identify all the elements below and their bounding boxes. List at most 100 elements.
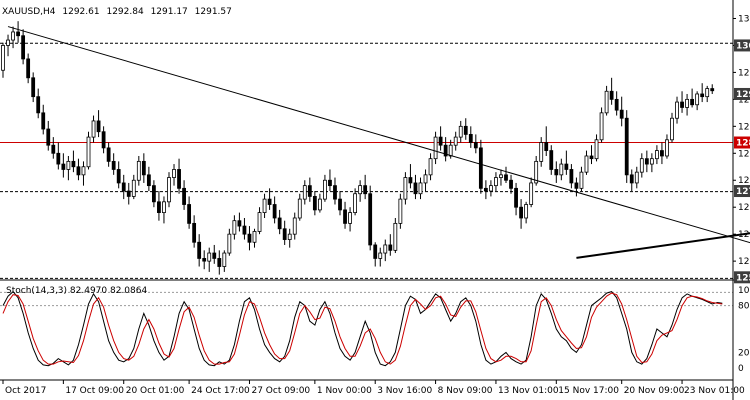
candle-body	[564, 163, 569, 170]
price-tag-label: 1291	[736, 90, 750, 100]
candle	[700, 83, 705, 103]
candle	[413, 174, 418, 200]
candle-body	[227, 233, 232, 254]
candle-body	[489, 185, 493, 192]
candle	[21, 29, 26, 65]
x-tick-label: 23 Nov 01:00	[684, 386, 745, 396]
candle-body	[453, 136, 458, 146]
candle	[579, 166, 584, 192]
candle	[408, 164, 413, 189]
candle-body	[473, 142, 478, 149]
candle-body	[51, 144, 56, 154]
candle-body	[373, 244, 378, 259]
candle	[353, 188, 358, 216]
candle	[272, 196, 277, 224]
candle-body	[46, 128, 51, 146]
candle-body	[433, 136, 438, 160]
candle-body	[197, 241, 202, 259]
candle	[655, 145, 659, 165]
candle	[559, 158, 564, 181]
candle-body	[328, 179, 332, 187]
price-tag: 1291	[734, 87, 750, 100]
oscillator-series-0	[2, 290, 723, 367]
candle-body	[56, 152, 61, 165]
candle-body	[41, 112, 46, 130]
candle	[237, 212, 242, 232]
candle-body	[262, 198, 267, 213]
x-tick-label: 15 Nov 17:00	[558, 386, 619, 396]
candle-body	[634, 171, 639, 184]
candle-body	[287, 233, 292, 240]
candle-body	[660, 150, 664, 157]
price-tag: 1282	[734, 136, 750, 149]
candle-body	[408, 177, 413, 184]
candle	[121, 174, 126, 200]
x-tick-label: 20 Nov 09:00	[624, 386, 685, 396]
candle	[297, 193, 302, 221]
candle-body	[579, 171, 584, 189]
x-tick-label: 27 Oct 09:00	[251, 386, 310, 396]
candle-body	[423, 174, 428, 184]
candle-body	[338, 198, 342, 211]
candle-body	[494, 177, 498, 187]
candle-body	[690, 98, 695, 106]
close-value: 1291.57	[195, 7, 232, 17]
candle	[116, 161, 121, 189]
candle-body	[589, 155, 594, 160]
candle	[11, 26, 15, 49]
main-price-pane[interactable]	[0, 21, 750, 280]
candle	[31, 72, 36, 103]
y-tick-label: 1265	[738, 230, 750, 240]
candle	[670, 112, 674, 143]
candle	[393, 217, 398, 254]
candle	[544, 126, 549, 156]
candle	[187, 196, 192, 229]
candle	[131, 174, 136, 200]
candle-body	[599, 112, 604, 141]
candle	[157, 191, 161, 221]
candle	[307, 177, 312, 202]
candle-body	[655, 150, 659, 160]
candle-body	[11, 31, 15, 41]
candle	[478, 139, 483, 194]
candle	[257, 207, 262, 235]
candle-body	[222, 252, 227, 267]
candle	[509, 174, 513, 194]
candle-body	[317, 198, 322, 211]
candle	[81, 161, 86, 186]
candle	[549, 145, 554, 175]
candle	[489, 180, 493, 197]
candle	[182, 180, 186, 210]
candle-body	[26, 58, 31, 79]
candle	[141, 153, 146, 183]
x-tick-label: 8 Nov 09:00	[438, 386, 493, 396]
candle-body	[705, 88, 710, 98]
stochastic-oscillator-pane[interactable]	[0, 282, 733, 378]
price-tag: 1273	[734, 185, 750, 198]
candle-body	[277, 217, 282, 230]
candle-body	[141, 160, 146, 176]
candle	[494, 172, 498, 192]
candle	[368, 185, 373, 251]
price-tag: 1257	[734, 271, 750, 284]
candle	[217, 250, 222, 275]
candle-body	[378, 252, 383, 259]
candle-body	[111, 160, 116, 170]
candle-body	[307, 185, 312, 197]
x-tick-label: 24 Oct 17:00	[191, 386, 250, 396]
candle	[292, 212, 297, 240]
candle-body	[358, 185, 363, 195]
candle	[146, 166, 151, 192]
candle-body	[534, 160, 539, 184]
candle-body	[519, 206, 523, 219]
candle	[323, 174, 327, 202]
candle-body	[443, 144, 448, 157]
oscillator-y-tick-label: 100	[738, 286, 750, 296]
candle-body	[393, 222, 398, 251]
candle	[302, 180, 307, 205]
candle	[151, 180, 156, 208]
candle	[172, 164, 176, 186]
candle	[16, 21, 20, 43]
x-tick-label: 20 Oct 01:00	[126, 386, 185, 396]
